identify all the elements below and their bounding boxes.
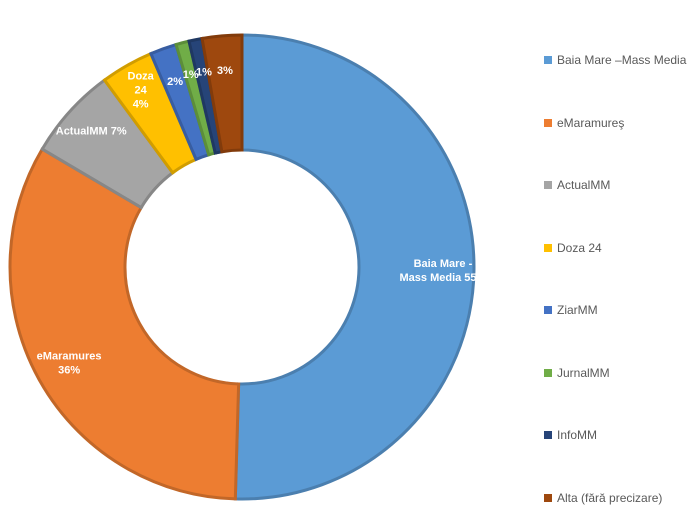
slice-label-actualmm: ActualMM 7%: [56, 126, 127, 138]
doughnut-chart: Baia Mare -Mass Media 55% eMaramures 36% Ac…: [8, 33, 487, 501]
slice-label-jurnalmm: 1%: [183, 69, 199, 81]
legend-swatch: [544, 368, 552, 377]
legend-swatch: [544, 56, 552, 64]
slice-baia-mare-mass-media: [233, 33, 476, 501]
slice-label-doza-24: Doza 24 4%: [128, 70, 155, 110]
legend-item-actualmm: ActualMM: [544, 177, 610, 193]
legend-item-infomm: InfoMM: [544, 427, 597, 443]
legend-item-baia-mare-mass-media: Baia Mare –Mass Media: [544, 52, 686, 68]
slice-label-ziarmm: 2%: [167, 76, 183, 88]
legend-label: Baia Mare –Mass Media: [557, 53, 687, 67]
legend-swatch: [544, 181, 552, 189]
legend-item-ziarmm: ZiarMM: [544, 302, 598, 318]
legend-label: ActualMM: [557, 178, 611, 192]
slice-label-infomm: 1%: [196, 66, 212, 78]
legend-label: JurnalMM: [557, 365, 610, 380]
legend-label: Alta (fără precizare): [557, 490, 663, 505]
slice-emaramures: [8, 147, 241, 501]
legend-label: InfoMM: [557, 428, 598, 442]
legend-item-jurnalmm: JurnalMM: [544, 365, 610, 381]
legend-label: eMaramureş: [557, 115, 625, 130]
slice-alta-fara-precizare: [200, 33, 244, 154]
legend-swatch: [544, 431, 552, 439]
legend-item-doza-24: Doza 24: [544, 240, 602, 256]
legend-item-alta-fara-precizare: Alta (fără precizare): [544, 490, 662, 506]
slice-label-alta-fara-precizare: 3%: [217, 65, 233, 77]
legend-label: ZiarMM: [557, 303, 598, 317]
legend-swatch: [544, 118, 552, 127]
legend-swatch: [544, 243, 552, 252]
legend-label: Doza 24: [557, 240, 602, 255]
slice-label-emaramures: eMaramures 36%: [37, 350, 102, 376]
slice-label-baia-mare-mass-media: Baia Mare -Mass Media 55%: [400, 258, 487, 284]
legend-swatch: [544, 493, 552, 502]
legend-swatch: [544, 306, 552, 314]
legend-item-emaramures: eMaramureş: [544, 115, 624, 131]
